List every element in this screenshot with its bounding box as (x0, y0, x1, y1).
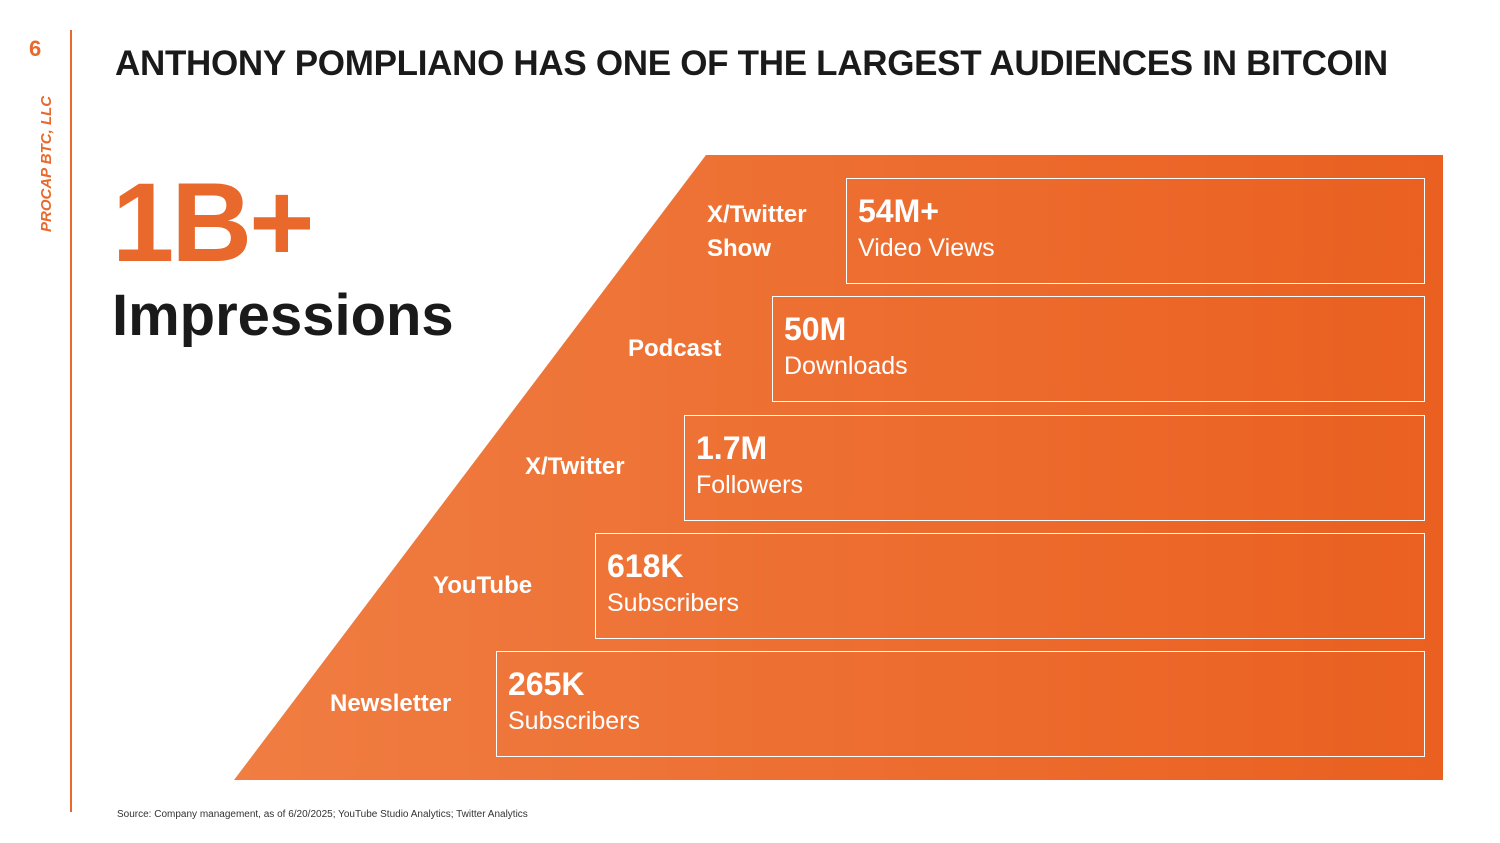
tier-value: 265K (508, 666, 585, 702)
tier-value: 50M (784, 311, 847, 347)
headline-label: Impressions (112, 283, 454, 348)
tier-label-youtube: YouTube (433, 572, 533, 599)
tier-label-podcast: Podcast (628, 335, 722, 362)
tier-label-newsletter: Newsletter (330, 690, 452, 717)
tier-box-newsletter: 265K Subscribers (496, 651, 1425, 757)
tier-metric: Followers (696, 471, 803, 499)
tier-metric: Subscribers (508, 707, 640, 735)
headline-value: 1B+ (112, 160, 315, 285)
source-note: Source: Company management, as of 6/20/2… (117, 809, 528, 820)
divider-line (70, 30, 72, 812)
tier-label-x-twitter-show: X/Twitter Show (707, 201, 807, 262)
tier-value: 1.7M (696, 430, 768, 466)
tier-label-x-twitter: X/Twitter (525, 453, 625, 480)
page-title: ANTHONY POMPLIANO HAS ONE OF THE LARGEST… (115, 44, 1388, 83)
tier-metric: Downloads (784, 352, 908, 380)
tier-box-youtube: 618K Subscribers (595, 533, 1425, 639)
tier-value: 54M+ (858, 193, 939, 229)
tier-box-podcast: 50M Downloads (772, 296, 1425, 402)
page-number: 6 (29, 36, 42, 61)
tier-metric: Video Views (858, 234, 995, 262)
tier-metric: Subscribers (607, 589, 739, 617)
tier-box-x-twitter: 1.7M Followers (684, 415, 1425, 521)
tier-box-x-twitter-show: 54M+ Video Views (846, 178, 1425, 284)
tier-value: 618K (607, 548, 684, 584)
